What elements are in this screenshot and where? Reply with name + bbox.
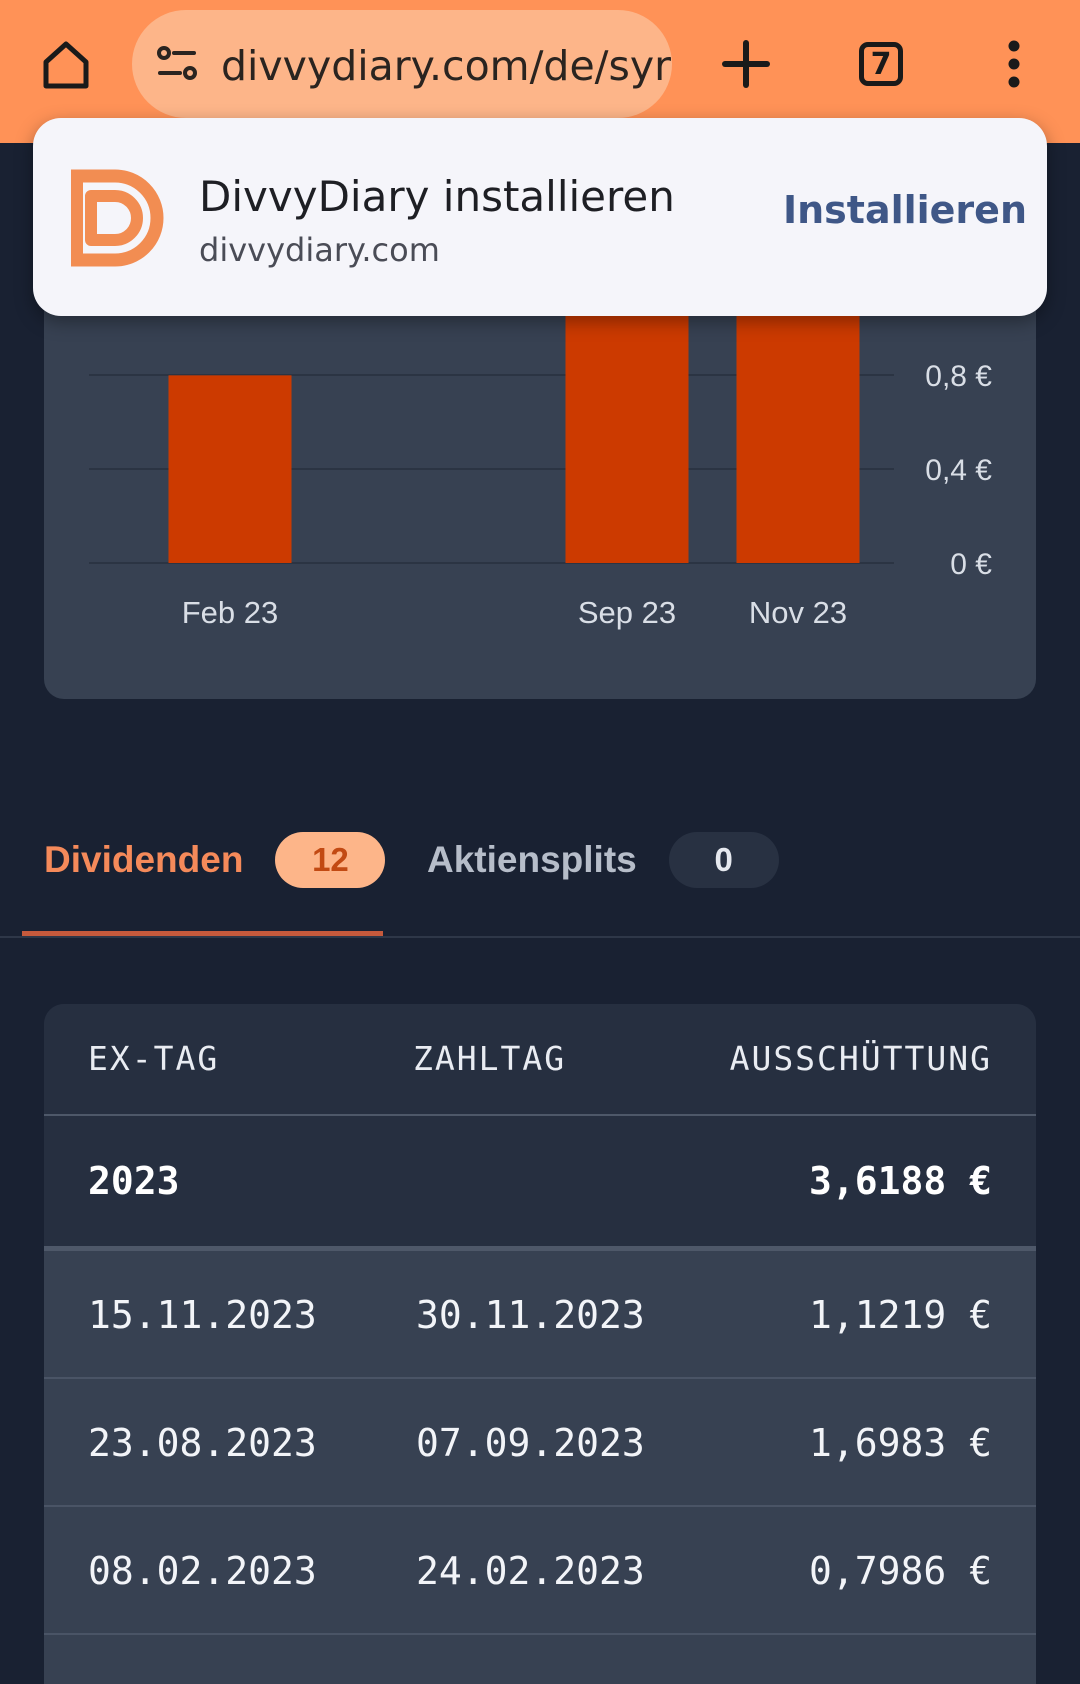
ex-date-cell: 23.08.2023 xyxy=(88,1421,317,1465)
tab-dividends[interactable]: Dividenden 12 xyxy=(44,820,386,900)
ex-date-cell: 15.11.2023 xyxy=(88,1293,317,1337)
y-tick-label: 0,4 € xyxy=(925,454,992,487)
table-row: 15.11.2023 30.11.2023 1,1219 € xyxy=(44,1251,1036,1379)
year-label: 2023 xyxy=(88,1159,180,1203)
more-vert-icon xyxy=(1008,40,1020,88)
site-settings-icon[interactable] xyxy=(154,40,202,88)
dividends-count-badge: 12 xyxy=(275,832,386,888)
tab-dividends-label: Dividenden xyxy=(44,839,244,880)
home-button[interactable] xyxy=(30,28,102,100)
splits-count-badge: 0 xyxy=(668,832,779,888)
active-tab-indicator xyxy=(22,931,383,936)
pay-date-cell: 30.11.2023 xyxy=(416,1293,645,1337)
address-bar[interactable]: divvydiary.com/de/syr xyxy=(132,10,672,118)
header-pay-date[interactable]: ZAHLTAG xyxy=(413,1039,567,1078)
dividends-table: EX-TAG ZAHLTAG AUSSCHÜTTUNG 2023 3,6188 … xyxy=(44,1004,1036,1684)
table-row xyxy=(44,1635,1036,1684)
row-divider xyxy=(44,1505,1036,1507)
table-header: EX-TAG ZAHLTAG AUSSCHÜTTUNG xyxy=(44,1004,1036,1114)
chart-bar[interactable] xyxy=(168,375,292,563)
tab-splits-label: Aktiensplits xyxy=(427,839,637,880)
browser-menu-button[interactable] xyxy=(978,28,1050,100)
browser-toolbar: divvydiary.com/de/syr 7 xyxy=(0,0,1080,143)
amount-cell: 1,6983 € xyxy=(808,1421,992,1465)
year-group-row: 2023 3,6188 € xyxy=(44,1116,1036,1246)
header-amount[interactable]: AUSSCHÜTTUNG xyxy=(729,1039,992,1078)
tab-splits[interactable]: Aktiensplits 0 xyxy=(427,820,779,900)
tabs-divider xyxy=(0,936,1080,938)
x-tick-label: Sep 23 xyxy=(578,595,676,630)
plus-icon xyxy=(722,40,770,88)
new-tab-button[interactable] xyxy=(710,28,782,100)
y-tick-label: 0 € xyxy=(950,548,992,581)
x-tick-label: Feb 23 xyxy=(182,595,279,630)
row-divider xyxy=(44,1633,1036,1635)
home-icon xyxy=(43,41,89,89)
x-tick-label: Nov 23 xyxy=(749,595,847,630)
divvydiary-logo xyxy=(71,169,164,267)
url-text[interactable]: divvydiary.com/de/syr xyxy=(221,42,671,90)
install-title: DivvyDiary installieren xyxy=(199,172,675,221)
row-divider xyxy=(44,1377,1036,1379)
install-button[interactable]: Installieren xyxy=(782,188,1027,232)
install-app-prompt: DivvyDiary installieren divvydiary.com I… xyxy=(33,118,1047,316)
year-divider xyxy=(44,1246,1036,1251)
amount-cell: 1,1219 € xyxy=(808,1293,992,1337)
y-tick-label: 0,8 € xyxy=(925,360,992,393)
header-ex-date[interactable]: EX-TAG xyxy=(88,1039,220,1078)
install-domain: divvydiary.com xyxy=(199,231,440,269)
year-total: 3,6188 € xyxy=(808,1159,992,1203)
chart-bar[interactable] xyxy=(736,299,860,563)
table-row: 23.08.2023 07.09.2023 1,6983 € xyxy=(44,1379,1036,1507)
tab-count: 7 xyxy=(859,42,903,86)
table-row: 08.02.2023 24.02.2023 0,7986 € xyxy=(44,1507,1036,1635)
pay-date-cell: 07.09.2023 xyxy=(416,1421,645,1465)
pay-date-cell: 24.02.2023 xyxy=(416,1549,645,1593)
amount-cell: 0,7986 € xyxy=(808,1549,992,1593)
header-divider xyxy=(44,1114,1036,1116)
ex-date-cell: 08.02.2023 xyxy=(88,1549,317,1593)
tab-switcher-button[interactable]: 7 xyxy=(845,28,917,100)
